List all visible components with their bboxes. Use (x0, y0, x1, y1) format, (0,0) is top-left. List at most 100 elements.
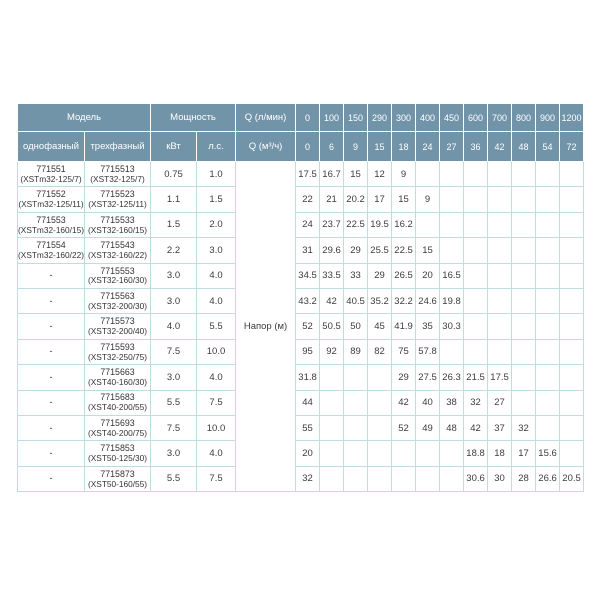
model-name: (XST32-250/75) (87, 351, 148, 362)
head-value-cell: 20 (415, 262, 441, 289)
head-value-cell: 34.5 (295, 262, 321, 289)
model-name: (XST32-200/30) (87, 300, 148, 311)
power-hp-cell: 5.5 (196, 313, 237, 340)
head-value-cell: 19.5 (367, 211, 393, 239)
header-q-m3h-value: 24 (415, 131, 441, 162)
model-single-phase-cell: - (17, 440, 85, 467)
model-three-phase-cell: 7715533 (XST32-160/15) (83, 211, 152, 239)
head-value-cell: 32 (295, 465, 321, 493)
head-value-cell: 20.5 (559, 465, 585, 493)
model-code: - (49, 473, 53, 484)
power-kw-cell: 3.0 (150, 440, 198, 467)
model-code: 771552 (36, 189, 66, 200)
pump-spec-table: Модель Мощность Q (л/мин) 0 100 150 290 300 4… (16, 103, 585, 493)
model-single-phase-cell: - (17, 389, 85, 416)
head-value-cell: 89 (343, 338, 369, 366)
header-q-m3h-value: 48 (511, 131, 537, 162)
head-value-cell: 29 (367, 262, 393, 289)
head-value-cell (511, 160, 537, 188)
model-code: - (49, 270, 53, 281)
power-hp-cell: 7.5 (196, 465, 237, 493)
head-value-cell: 95 (295, 338, 321, 366)
head-value-cell: 20.2 (343, 186, 369, 213)
head-value-cell (535, 389, 561, 416)
header-model: Модель (16, 103, 152, 132)
model-three-phase-cell: 7715663 (XST40-160/30) (83, 364, 152, 391)
header-q-lmin-value: 100 (319, 103, 345, 132)
power-hp-cell: 10.0 (196, 338, 237, 366)
model-single-phase-cell: - (17, 262, 85, 289)
head-value-cell: 29 (343, 237, 369, 264)
head-value-cell (343, 414, 369, 442)
model-code: 7715693 (100, 417, 135, 428)
model-three-phase-cell: 7715873 (XST50-160/55) (83, 465, 152, 493)
head-value-cell (535, 313, 561, 340)
head-value-cell: 15.6 (535, 440, 561, 467)
head-value-cell: 32 (463, 389, 489, 416)
head-value-cell (559, 237, 585, 264)
head-value-cell (463, 338, 489, 366)
head-value-cell: 27.5 (415, 364, 441, 391)
header-q-lmin-value: 600 (463, 103, 489, 132)
power-kw-cell: 3.0 (150, 364, 198, 391)
head-value-cell: 30.3 (439, 313, 465, 340)
head-value-cell (559, 160, 585, 188)
model-name: (XST32-160/30) (87, 275, 148, 286)
model-single-phase-cell: 771553 (XSTm32-160/15) (17, 211, 85, 239)
model-name: (XST40-200/55) (87, 402, 148, 413)
model-name: (XSTm32-125/11) (18, 199, 84, 210)
head-value-cell: 48 (439, 414, 465, 442)
power-kw-cell: 1.1 (150, 186, 198, 213)
head-value-cell (535, 211, 561, 239)
head-value-cell (511, 313, 537, 340)
model-single-phase-cell: - (17, 465, 85, 493)
power-hp-cell: 4.0 (196, 287, 237, 315)
head-value-cell (559, 287, 585, 315)
model-code: 771551 (36, 163, 66, 174)
model-three-phase-cell: 7715593 (XST32-250/75) (83, 338, 152, 366)
head-value-cell (391, 465, 417, 493)
head-value-cell (511, 186, 537, 213)
head-value-cell (415, 211, 441, 239)
head-value-cell (487, 186, 513, 213)
head-value-cell: 12 (367, 160, 393, 188)
head-value-cell (559, 414, 585, 442)
head-value-cell: 45 (367, 313, 393, 340)
head-value-cell: 33 (343, 262, 369, 289)
model-three-phase-cell: 7715693 (XST40-200/75) (83, 414, 152, 442)
model-single-phase-cell: 771551 (XSTm32-125/7) (17, 160, 85, 188)
power-hp-cell: 4.0 (196, 440, 237, 467)
table-row: - 7715873 (XST50-160/55) 5.5 7.5 32 30.6 30 28 26… (17, 465, 585, 493)
model-code: 7715683 (100, 392, 135, 403)
head-value-cell (535, 364, 561, 391)
model-code: 7715533 (100, 214, 135, 225)
header-q-lmin-value: 400 (415, 103, 441, 132)
head-value-cell (463, 262, 489, 289)
head-value-cell: 43.2 (295, 287, 321, 315)
head-value-cell: 18.8 (463, 440, 489, 467)
model-single-phase-cell: - (17, 364, 85, 391)
head-value-cell (439, 338, 465, 366)
header-q-lmin-value: 800 (511, 103, 537, 132)
head-value-cell: 22 (295, 186, 321, 213)
head-value-cell: 19.8 (439, 287, 465, 315)
header-q-lmin-value: 450 (439, 103, 465, 132)
model-three-phase-cell: 7715853 (XST50-125/30) (83, 440, 152, 467)
table-row: - 7715683 (XST40-200/55) 5.5 7.5 44 42 40 38 32 27 (17, 389, 585, 416)
header-three-phase: трехфазный (83, 131, 152, 162)
model-three-phase-cell: 7715563 (XST32-200/30) (83, 287, 152, 315)
head-value-cell (463, 287, 489, 315)
table-row: - 7715563 (XST32-200/30) 3.0 4.0 43.2 42 40.5 35… (17, 287, 585, 315)
header-q-lmin: Q (л/мин) (235, 103, 297, 132)
model-three-phase-cell: 7715683 (XST40-200/55) (83, 389, 152, 416)
head-value-cell (343, 364, 369, 391)
table-row: 771551 (XSTm32-125/7) 7715513 (XST32-125/7)… (17, 160, 585, 493)
head-value-cell: 17 (511, 440, 537, 467)
head-value-cell: 50.5 (319, 313, 345, 340)
model-single-phase-cell: - (17, 313, 85, 340)
header-q-m3h-value: 36 (463, 131, 489, 162)
head-value-cell: 9 (391, 160, 417, 188)
model-code: - (49, 447, 53, 458)
head-value-cell (343, 389, 369, 416)
